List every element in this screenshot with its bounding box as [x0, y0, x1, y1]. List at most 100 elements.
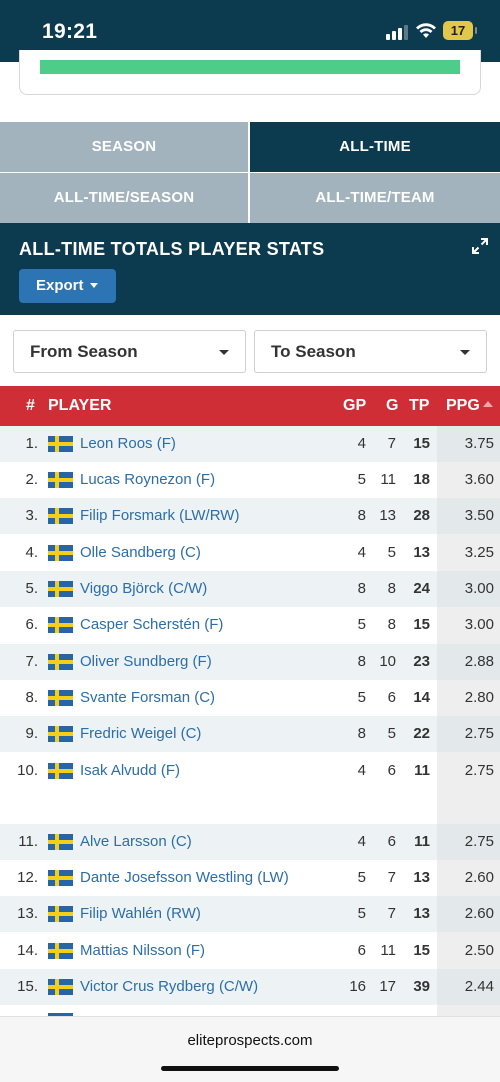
player-link[interactable]: Casper Scherstén (F) — [80, 616, 224, 633]
cell-ppg: 2.80 — [464, 689, 494, 706]
cell-ppg: 2.75 — [464, 725, 494, 742]
cell-ppg: 3.60 — [464, 471, 494, 488]
ppg-cell-bg — [437, 426, 500, 462]
player-link[interactable]: Alve Larsson (C) — [80, 833, 192, 850]
player-link[interactable]: Victor Crus Rydberg (C/W) — [80, 978, 259, 995]
status-time: 19:21 — [42, 20, 98, 43]
table-row: 10. Isak Alvudd (F) 4 6 11 2.75 — [0, 753, 500, 789]
sort-asc-icon — [482, 401, 493, 407]
player-link[interactable]: Dante Josefsson Westling (LW) — [80, 869, 289, 886]
wifi-icon — [416, 23, 436, 38]
cell-gp: 6 — [357, 942, 366, 959]
page-title: ALL-TIME TOTALS PLAYER STATS — [19, 239, 325, 259]
player-link[interactable]: Filip Wahlén (RW) — [80, 905, 201, 922]
cell-gp: 5 — [357, 689, 366, 706]
cell-tp: 15 — [413, 942, 430, 959]
home-indicator[interactable] — [161, 1066, 339, 1071]
cell-ppg: 2.75 — [464, 833, 494, 850]
table-row: 13. Filip Wahlén (RW) 5 7 13 2.60 — [0, 896, 500, 932]
cell-gp: 5 — [357, 471, 366, 488]
player-link[interactable]: Svante Forsman (C) — [80, 689, 216, 706]
progress-bar — [40, 60, 460, 74]
cell-gp: 5 — [357, 616, 366, 633]
cell-gp: 5 — [357, 905, 366, 922]
cell-gp: 8 — [357, 507, 366, 524]
cell-g: 17 — [379, 978, 396, 995]
row-rank: 3. — [25, 507, 38, 524]
ppg-cell-bg — [437, 644, 500, 680]
flag-sweden-icon — [48, 1013, 73, 1016]
table-row: 7. Oliver Sundberg (F) 8 10 23 2.88 — [0, 644, 500, 680]
stats-tabs: SEASON ALL-TIME ALL-TIME/SEASON ALL-TIME… — [0, 122, 500, 223]
cell-tp: 23 — [413, 653, 430, 670]
cell-g: 6 — [387, 833, 396, 850]
cellular-signal-icon — [386, 24, 408, 40]
flag-sweden-icon — [48, 617, 73, 633]
row-rank: 8. — [25, 689, 38, 706]
cell-ppg: 2.44 — [464, 978, 494, 995]
cell-gp: 4 — [357, 833, 366, 850]
cell-gp: 16 — [349, 978, 366, 995]
to-season-select[interactable]: To Season — [254, 330, 487, 373]
cell-g: 5 — [387, 544, 396, 561]
cell-gp: 4 — [357, 544, 366, 561]
cell-gp: 4 — [357, 435, 366, 452]
ppg-cell-bg — [437, 824, 500, 860]
table-row: 1. Leon Roos (F) 4 7 15 3.75 — [0, 426, 500, 462]
browser-url-bar[interactable]: eliteprospects.com — [0, 1016, 500, 1082]
flag-sweden-icon — [48, 545, 73, 561]
flag-sweden-icon — [48, 979, 73, 995]
row-rank: 15. — [17, 978, 38, 995]
chevron-down-icon — [219, 350, 229, 355]
col-player[interactable]: PLAYER — [48, 397, 112, 414]
player-link[interactable]: Mattias Nilsson (F) — [80, 942, 206, 959]
table-row: 8. Svante Forsman (C) 5 6 14 2.80 — [0, 680, 500, 716]
table-row: 4. Olle Sandberg (C) 4 5 13 3.25 — [0, 535, 500, 571]
player-link[interactable]: Fredric Weigel (C) — [80, 725, 202, 742]
cell-ppg: 2.75 — [464, 762, 494, 779]
col-tp[interactable]: TP — [409, 397, 430, 414]
row-rank: 1. — [25, 435, 38, 452]
cell-ppg: 2.60 — [464, 869, 494, 886]
cell-g: 6 — [387, 689, 396, 706]
tab-all-time-team[interactable]: ALL-TIME/TEAM — [250, 173, 500, 223]
player-link[interactable]: Lucas Roynezon (F) — [80, 471, 216, 488]
row-rank: 6. — [25, 616, 38, 633]
table-row: 3. Filip Forsmark (LW/RW) 8 13 28 3.50 — [0, 498, 500, 534]
cell-ppg: 3.00 — [464, 580, 494, 597]
player-link[interactable]: Olle Sandberg (C) — [80, 544, 201, 561]
expand-icon[interactable] — [471, 237, 489, 255]
tab-all-time-season[interactable]: ALL-TIME/SEASON — [0, 173, 248, 223]
export-button[interactable]: Export — [19, 269, 116, 303]
player-link[interactable]: Oliver Sundberg (F) — [80, 653, 212, 670]
player-link[interactable]: Isak Alvudd (F) — [80, 762, 181, 779]
top-card — [19, 50, 481, 95]
cell-tp: 18 — [413, 471, 430, 488]
table-row: 11. Alve Larsson (C) 4 6 11 2.75 — [0, 824, 500, 860]
cell-gp: 4 — [357, 762, 366, 779]
player-link[interactable]: Leon Roos (F) — [80, 435, 176, 452]
row-rank: 10. — [17, 762, 38, 779]
tab-all-time[interactable]: ALL-TIME — [250, 122, 500, 172]
from-season-label: From Season — [30, 342, 138, 361]
cell-tp: 22 — [413, 725, 430, 742]
flag-sweden-icon — [48, 834, 73, 850]
col-gp[interactable]: GP — [343, 397, 367, 414]
chevron-down-icon — [460, 350, 470, 355]
ppg-cell-bg — [437, 969, 500, 1005]
player-link[interactable]: Filip Forsmark (LW/RW) — [80, 507, 240, 524]
cell-ppg: 2.88 — [464, 653, 494, 670]
cell-gp: 8 — [357, 580, 366, 597]
table-row: 6. Casper Scherstén (F) 5 8 15 3.00 — [0, 607, 500, 643]
cell-g: 13 — [379, 507, 396, 524]
flag-sweden-icon — [48, 690, 73, 706]
to-season-label: To Season — [271, 342, 356, 361]
player-link[interactable]: Viggo Björck (C/W) — [80, 580, 208, 597]
tab-season[interactable]: SEASON — [0, 122, 248, 172]
cell-tp: 15 — [413, 616, 430, 633]
cell-g: 8 — [387, 580, 396, 597]
col-ppg[interactable]: PPG — [446, 386, 493, 426]
flag-sweden-icon — [48, 436, 73, 452]
col-g[interactable]: G — [386, 397, 399, 414]
from-season-select[interactable]: From Season — [13, 330, 246, 373]
